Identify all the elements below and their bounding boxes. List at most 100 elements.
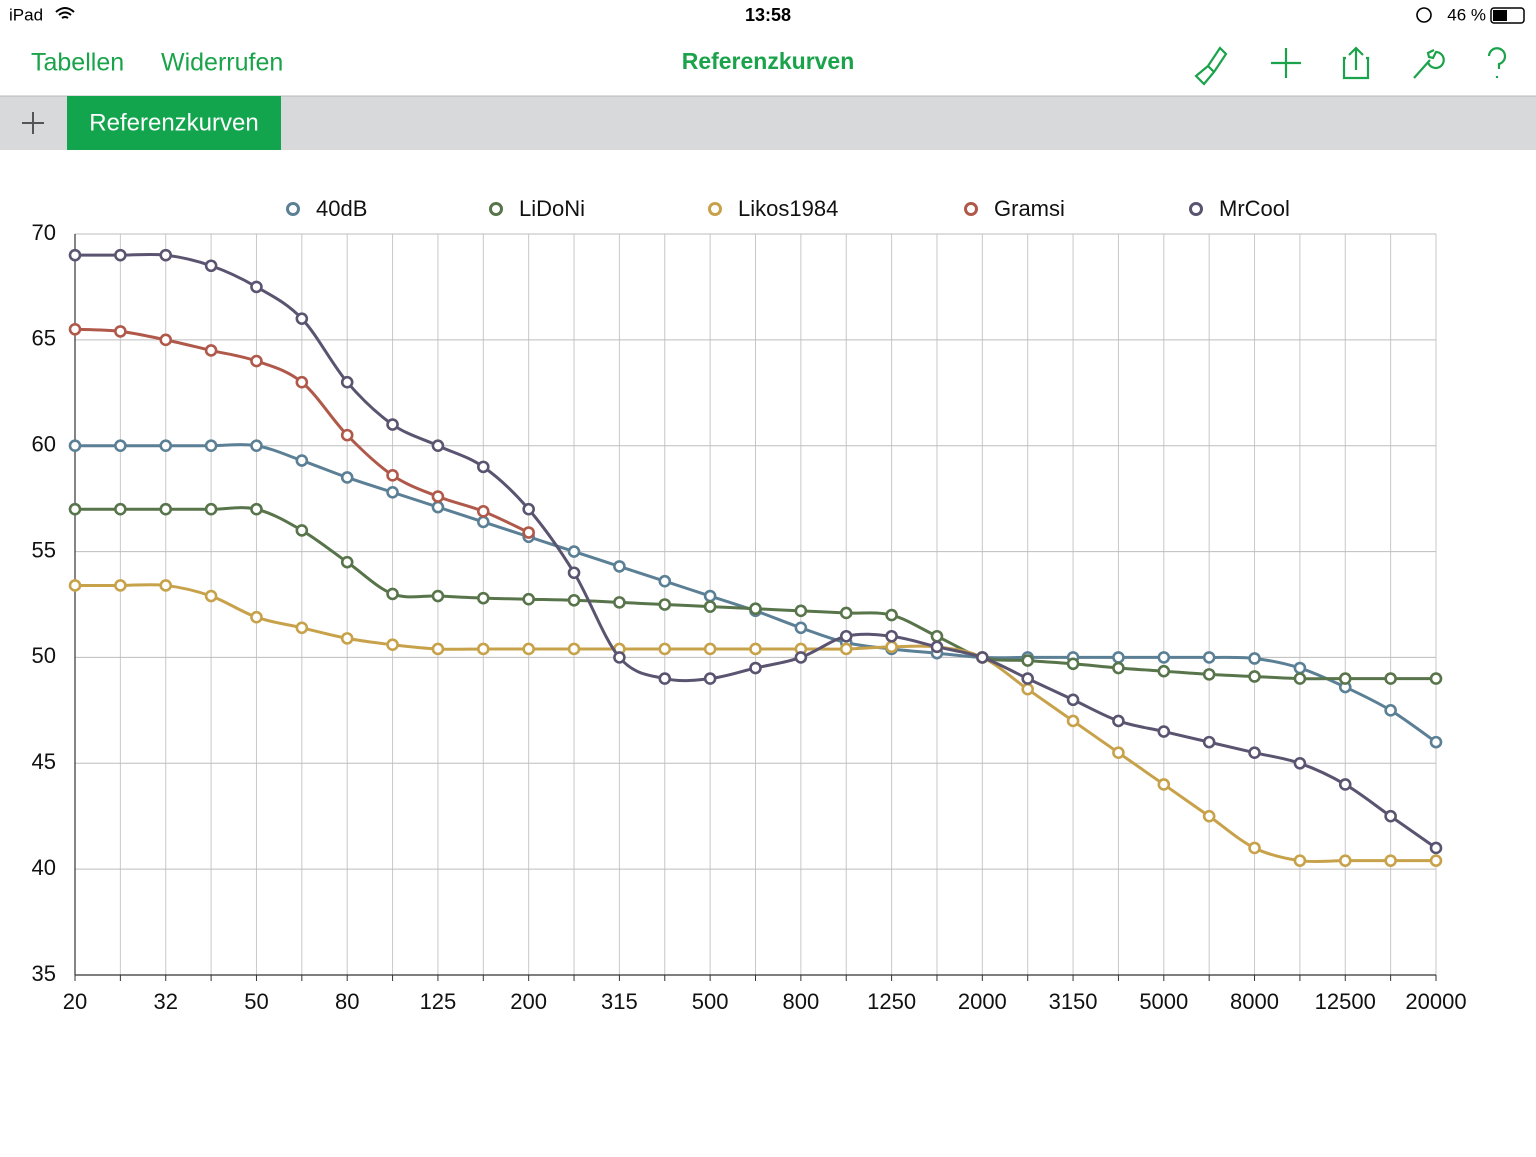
data-point	[431, 490, 445, 503]
y-tick-label: 45	[32, 749, 56, 774]
data-point	[567, 545, 581, 558]
x-tick-label: 3150	[1049, 989, 1098, 1014]
data-point	[1112, 746, 1125, 760]
data-point	[522, 526, 535, 539]
y-tick-label: 40	[32, 855, 56, 880]
data-point	[159, 439, 173, 453]
data-point	[1021, 672, 1034, 685]
data-point	[340, 375, 354, 389]
data-point	[1384, 854, 1397, 867]
add-button[interactable]	[1271, 48, 1301, 78]
x-tick-label: 800	[783, 989, 820, 1014]
data-point	[1112, 661, 1125, 675]
data-point	[703, 600, 717, 613]
data-point	[1293, 854, 1307, 867]
data-point	[159, 579, 173, 592]
share-button[interactable]	[1342, 46, 1370, 80]
data-point	[613, 560, 626, 573]
tools-button[interactable]	[1413, 49, 1445, 79]
data-point	[658, 672, 672, 685]
data-point	[295, 312, 309, 325]
data-point	[976, 651, 989, 664]
format-button[interactable]	[1194, 46, 1228, 86]
data-point	[749, 642, 762, 656]
data-point	[340, 632, 354, 645]
data-point	[930, 640, 944, 654]
x-tick-label: 12500	[1315, 989, 1376, 1014]
data-point	[114, 579, 127, 592]
data-point	[295, 621, 309, 635]
data-point	[476, 515, 490, 529]
data-point	[1202, 735, 1216, 749]
data-point	[1066, 693, 1080, 707]
tab-label[interactable]: Referenzkurven	[89, 109, 258, 136]
data-point	[749, 602, 762, 616]
legend-label: Gramsi	[994, 196, 1065, 221]
data-point	[114, 439, 127, 453]
data-point	[794, 621, 808, 635]
data-point	[1021, 682, 1034, 696]
data-point	[204, 259, 218, 273]
active-tab[interactable]	[67, 96, 281, 150]
data-point	[159, 248, 173, 262]
data-point	[613, 651, 626, 664]
battery-level: 46 %	[1447, 5, 1486, 24]
data-point	[68, 579, 82, 592]
x-tick-label: 50	[244, 989, 268, 1014]
x-tick-label: 200	[510, 989, 547, 1014]
data-point	[295, 454, 309, 467]
data-point	[885, 640, 898, 654]
add-sheet-button[interactable]	[22, 112, 44, 134]
data-point	[204, 589, 218, 603]
data-point	[1338, 672, 1352, 685]
data-point	[885, 608, 898, 622]
data-point	[250, 439, 263, 453]
data-point	[839, 606, 853, 620]
battery-fill	[1493, 10, 1507, 21]
data-point	[1066, 657, 1080, 671]
data-point	[658, 642, 672, 656]
data-point	[476, 460, 490, 474]
legend-label: MrCool	[1219, 196, 1290, 221]
data-point	[340, 428, 354, 442]
data-point	[1429, 672, 1443, 685]
data-point	[1112, 714, 1125, 728]
undo-button[interactable]: Widerrufen	[161, 49, 283, 77]
data-point	[794, 651, 808, 664]
data-point	[250, 354, 263, 368]
data-point	[431, 439, 445, 453]
data-point	[567, 566, 581, 580]
data-point	[1157, 725, 1171, 738]
data-point	[1384, 809, 1397, 823]
data-point	[68, 322, 82, 336]
data-point	[476, 642, 490, 656]
data-point	[794, 604, 808, 618]
data-point	[386, 485, 399, 499]
data-point	[431, 642, 445, 656]
data-point	[250, 610, 263, 624]
y-tick-label: 50	[32, 643, 56, 668]
data-point	[930, 629, 944, 643]
data-point	[1202, 668, 1216, 681]
x-tick-label: 2000	[958, 989, 1007, 1014]
lock-icon	[1416, 7, 1432, 23]
legend-label: Likos1984	[738, 196, 838, 221]
data-point	[476, 591, 490, 605]
data-point	[386, 638, 399, 652]
y-tick-label: 70	[32, 220, 56, 245]
legend-marker	[708, 202, 722, 216]
data-point	[839, 642, 853, 656]
data-point	[1429, 854, 1443, 867]
data-point	[1157, 664, 1171, 678]
data-point	[431, 589, 445, 603]
x-tick-label: 20	[63, 989, 87, 1014]
data-point	[703, 589, 717, 603]
help-button[interactable]	[1487, 47, 1507, 78]
tables-button[interactable]: Tabellen	[31, 49, 124, 77]
document-title: Referenzkurven	[682, 48, 855, 74]
data-point	[250, 502, 263, 516]
data-point	[1384, 704, 1397, 717]
data-point	[1293, 672, 1307, 685]
